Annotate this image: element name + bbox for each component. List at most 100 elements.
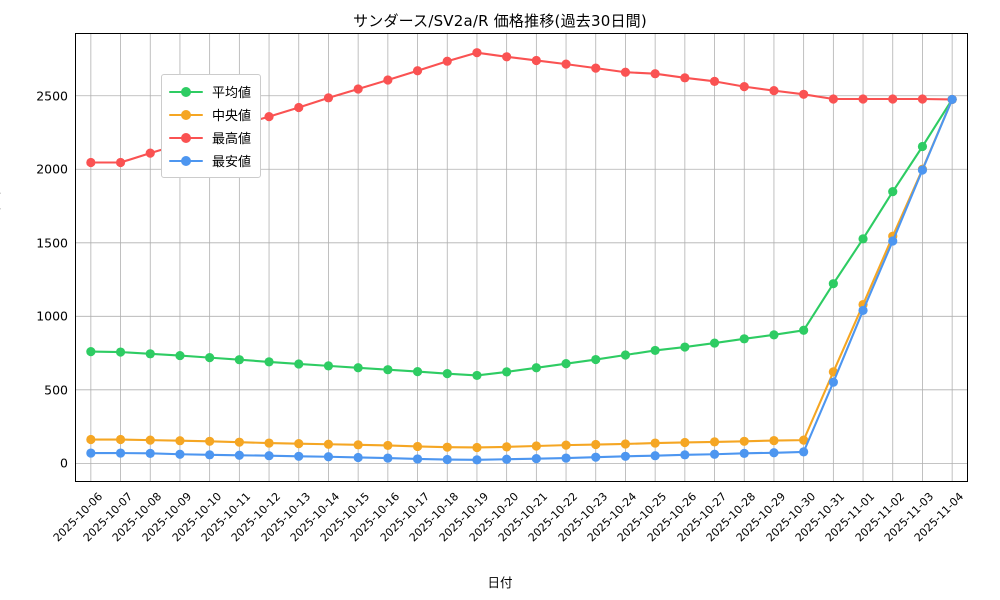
data-point — [264, 451, 274, 461]
data-point — [383, 453, 393, 463]
x-axis-label: 日付 — [487, 575, 513, 590]
data-point — [323, 452, 334, 462]
data-point — [917, 165, 928, 175]
data-point — [323, 361, 334, 371]
legend-line-marker-icon — [169, 154, 203, 168]
data-point — [680, 437, 690, 448]
data-point — [145, 448, 155, 458]
data-point — [294, 102, 304, 113]
data-point — [650, 451, 660, 461]
legend-item-2: 中央値 — [169, 103, 251, 126]
data-point — [442, 369, 452, 379]
data-point — [472, 48, 482, 58]
data-point — [442, 442, 452, 452]
data-point — [531, 441, 541, 451]
data-point — [799, 447, 809, 457]
data-point — [502, 442, 512, 452]
data-point — [412, 367, 423, 377]
data-point — [205, 450, 215, 460]
data-point — [769, 86, 779, 96]
data-point — [531, 363, 541, 373]
legend-item-3: 最高値 — [169, 126, 251, 149]
data-point — [620, 350, 631, 360]
data-point — [323, 93, 334, 103]
y-tick-label: 2000 — [36, 161, 68, 177]
data-point — [115, 347, 126, 357]
data-point — [86, 157, 96, 168]
data-point — [591, 439, 601, 450]
data-point — [620, 67, 631, 77]
data-point — [294, 439, 304, 449]
data-point — [264, 112, 274, 122]
series-line — [89, 98, 954, 449]
data-point — [650, 69, 660, 79]
data-point — [115, 448, 126, 458]
legend-label: 最安値 — [212, 155, 252, 170]
data-point — [620, 451, 631, 461]
plot-area: 平均値中央値最高値最安値 — [75, 33, 968, 482]
legend-label: 最高値 — [212, 132, 252, 147]
data-point — [947, 94, 957, 105]
data-point — [561, 440, 571, 450]
data-point — [739, 448, 749, 458]
series-line — [89, 98, 954, 461]
data-point — [561, 59, 571, 69]
data-point — [412, 441, 423, 452]
legend-item-4: 最安値 — [169, 149, 251, 172]
data-point — [353, 84, 363, 94]
data-point — [799, 325, 809, 335]
data-point — [858, 305, 868, 316]
data-point — [917, 141, 928, 152]
data-point — [383, 365, 393, 375]
data-point — [680, 73, 690, 83]
data-point — [888, 187, 898, 197]
chart-legend: 平均値中央値最高値最安値 — [161, 74, 262, 178]
data-point — [561, 453, 571, 463]
data-point — [739, 334, 749, 344]
data-point — [442, 454, 452, 465]
data-point — [709, 76, 720, 86]
data-point — [858, 234, 868, 244]
data-point — [383, 75, 393, 85]
data-point — [294, 451, 304, 461]
data-point — [472, 370, 482, 381]
legend-line-marker-icon — [169, 85, 203, 99]
legend-item-1: 平均値 — [169, 80, 251, 103]
data-point — [205, 353, 215, 363]
chart-title: サンダース/SV2a/R 価格推移(過去30日間) — [353, 12, 647, 30]
y-tick-label: 1500 — [36, 235, 68, 251]
data-point — [502, 454, 512, 464]
data-point — [472, 455, 482, 465]
data-point — [828, 94, 838, 104]
data-point — [591, 354, 601, 365]
legend-line-marker-icon — [169, 131, 203, 145]
data-point — [709, 338, 720, 348]
data-point — [888, 94, 898, 104]
x-axis-tick-labels: 2025-10-06 2025-10-07 2025-10-08 2025-10-09… — [0, 486, 1000, 576]
data-point — [175, 449, 185, 459]
data-point — [264, 438, 274, 448]
data-point — [917, 94, 928, 104]
data-point — [353, 363, 363, 373]
data-point — [412, 66, 423, 76]
data-point — [145, 435, 155, 445]
data-point — [205, 436, 215, 446]
data-point — [680, 342, 690, 352]
data-point — [858, 94, 868, 104]
data-point — [86, 434, 96, 445]
data-point — [769, 448, 779, 458]
y-tick-label: 500 — [44, 382, 68, 398]
data-point — [709, 437, 720, 447]
data-point — [739, 436, 749, 446]
data-point — [294, 359, 304, 369]
data-point — [769, 330, 779, 340]
data-point — [650, 438, 660, 448]
data-point — [145, 148, 155, 158]
y-axis-tick-labels: 0 500 1000 1500 2000 2500 — [0, 33, 68, 482]
data-point — [769, 435, 779, 446]
series-line — [89, 98, 954, 377]
legend-label: 平均値 — [212, 86, 252, 101]
data-point — [86, 347, 96, 357]
data-point — [145, 349, 155, 359]
